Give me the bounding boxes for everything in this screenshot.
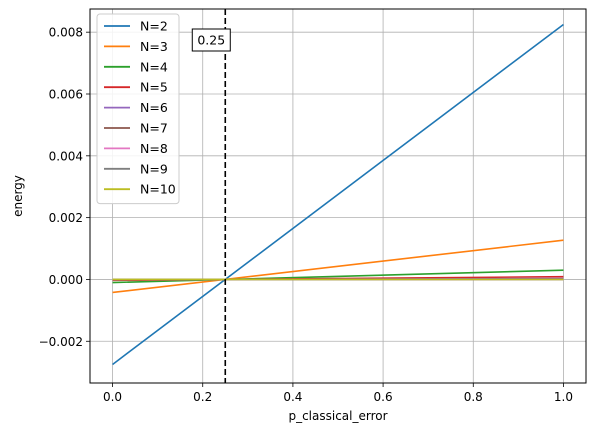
x-tick-label: 0.4 (283, 390, 302, 404)
y-tick-label: 0.004 (49, 149, 83, 163)
x-tick-label: 0.2 (193, 390, 212, 404)
y-axis-label: energy (11, 175, 25, 217)
y-tick-label: −0.002 (39, 335, 83, 349)
plot-area (112, 23, 564, 366)
x-tick-label: 0.0 (103, 390, 122, 404)
legend-item: N=10 (104, 182, 176, 197)
series-line-n2 (112, 23, 564, 366)
legend-label: N=8 (140, 141, 168, 156)
legend-label: N=6 (140, 100, 168, 115)
legend-item: N=9 (104, 161, 168, 176)
legend: N=2 N=3 N=4 N=5 N=6 N=7 N=8 N=9 N=10 (96, 13, 180, 205)
annotations: 0.25 (191, 9, 231, 383)
y-tick-label: 0.008 (49, 26, 83, 40)
legend-label: N=4 (140, 59, 168, 74)
x-tick-label: 0.8 (464, 390, 483, 404)
series-line-n4 (112, 269, 564, 284)
legend-item: N=3 (104, 39, 168, 54)
x-tick-label: 0.6 (374, 390, 393, 404)
y-tick-label: 0.000 (49, 273, 83, 287)
legend-item: N=6 (104, 100, 168, 115)
legend-box (96, 13, 180, 205)
x-axis-label: p_classical_error (288, 409, 387, 423)
legend-label: N=3 (140, 39, 168, 54)
x-axis-ticks: 0.0 0.2 0.4 0.6 0.8 1.0 (103, 383, 573, 404)
threshold-label: 0.25 (197, 33, 225, 48)
legend-item: N=5 (104, 80, 168, 95)
legend-label: N=10 (140, 182, 176, 197)
axes-frame (89, 8, 587, 384)
x-tick-label: 1.0 (554, 390, 573, 404)
legend-label: N=9 (140, 161, 168, 176)
series-line-n3 (112, 239, 564, 294)
y-axis-ticks: −0.002 0.000 0.002 0.004 0.006 0.008 (39, 26, 90, 349)
y-tick-label: 0.006 (49, 88, 83, 102)
legend-item: N=2 (104, 19, 168, 34)
legend-label: N=5 (140, 80, 168, 95)
legend-item: N=8 (104, 141, 168, 156)
legend-item: N=4 (104, 59, 168, 74)
legend-label: N=2 (140, 19, 168, 34)
y-tick-label: 0.002 (49, 211, 83, 225)
threshold-label-box: 0.25 (191, 28, 231, 52)
legend-label: N=7 (140, 121, 168, 136)
legend-item: N=7 (104, 121, 168, 136)
threshold-label-border (191, 28, 231, 52)
